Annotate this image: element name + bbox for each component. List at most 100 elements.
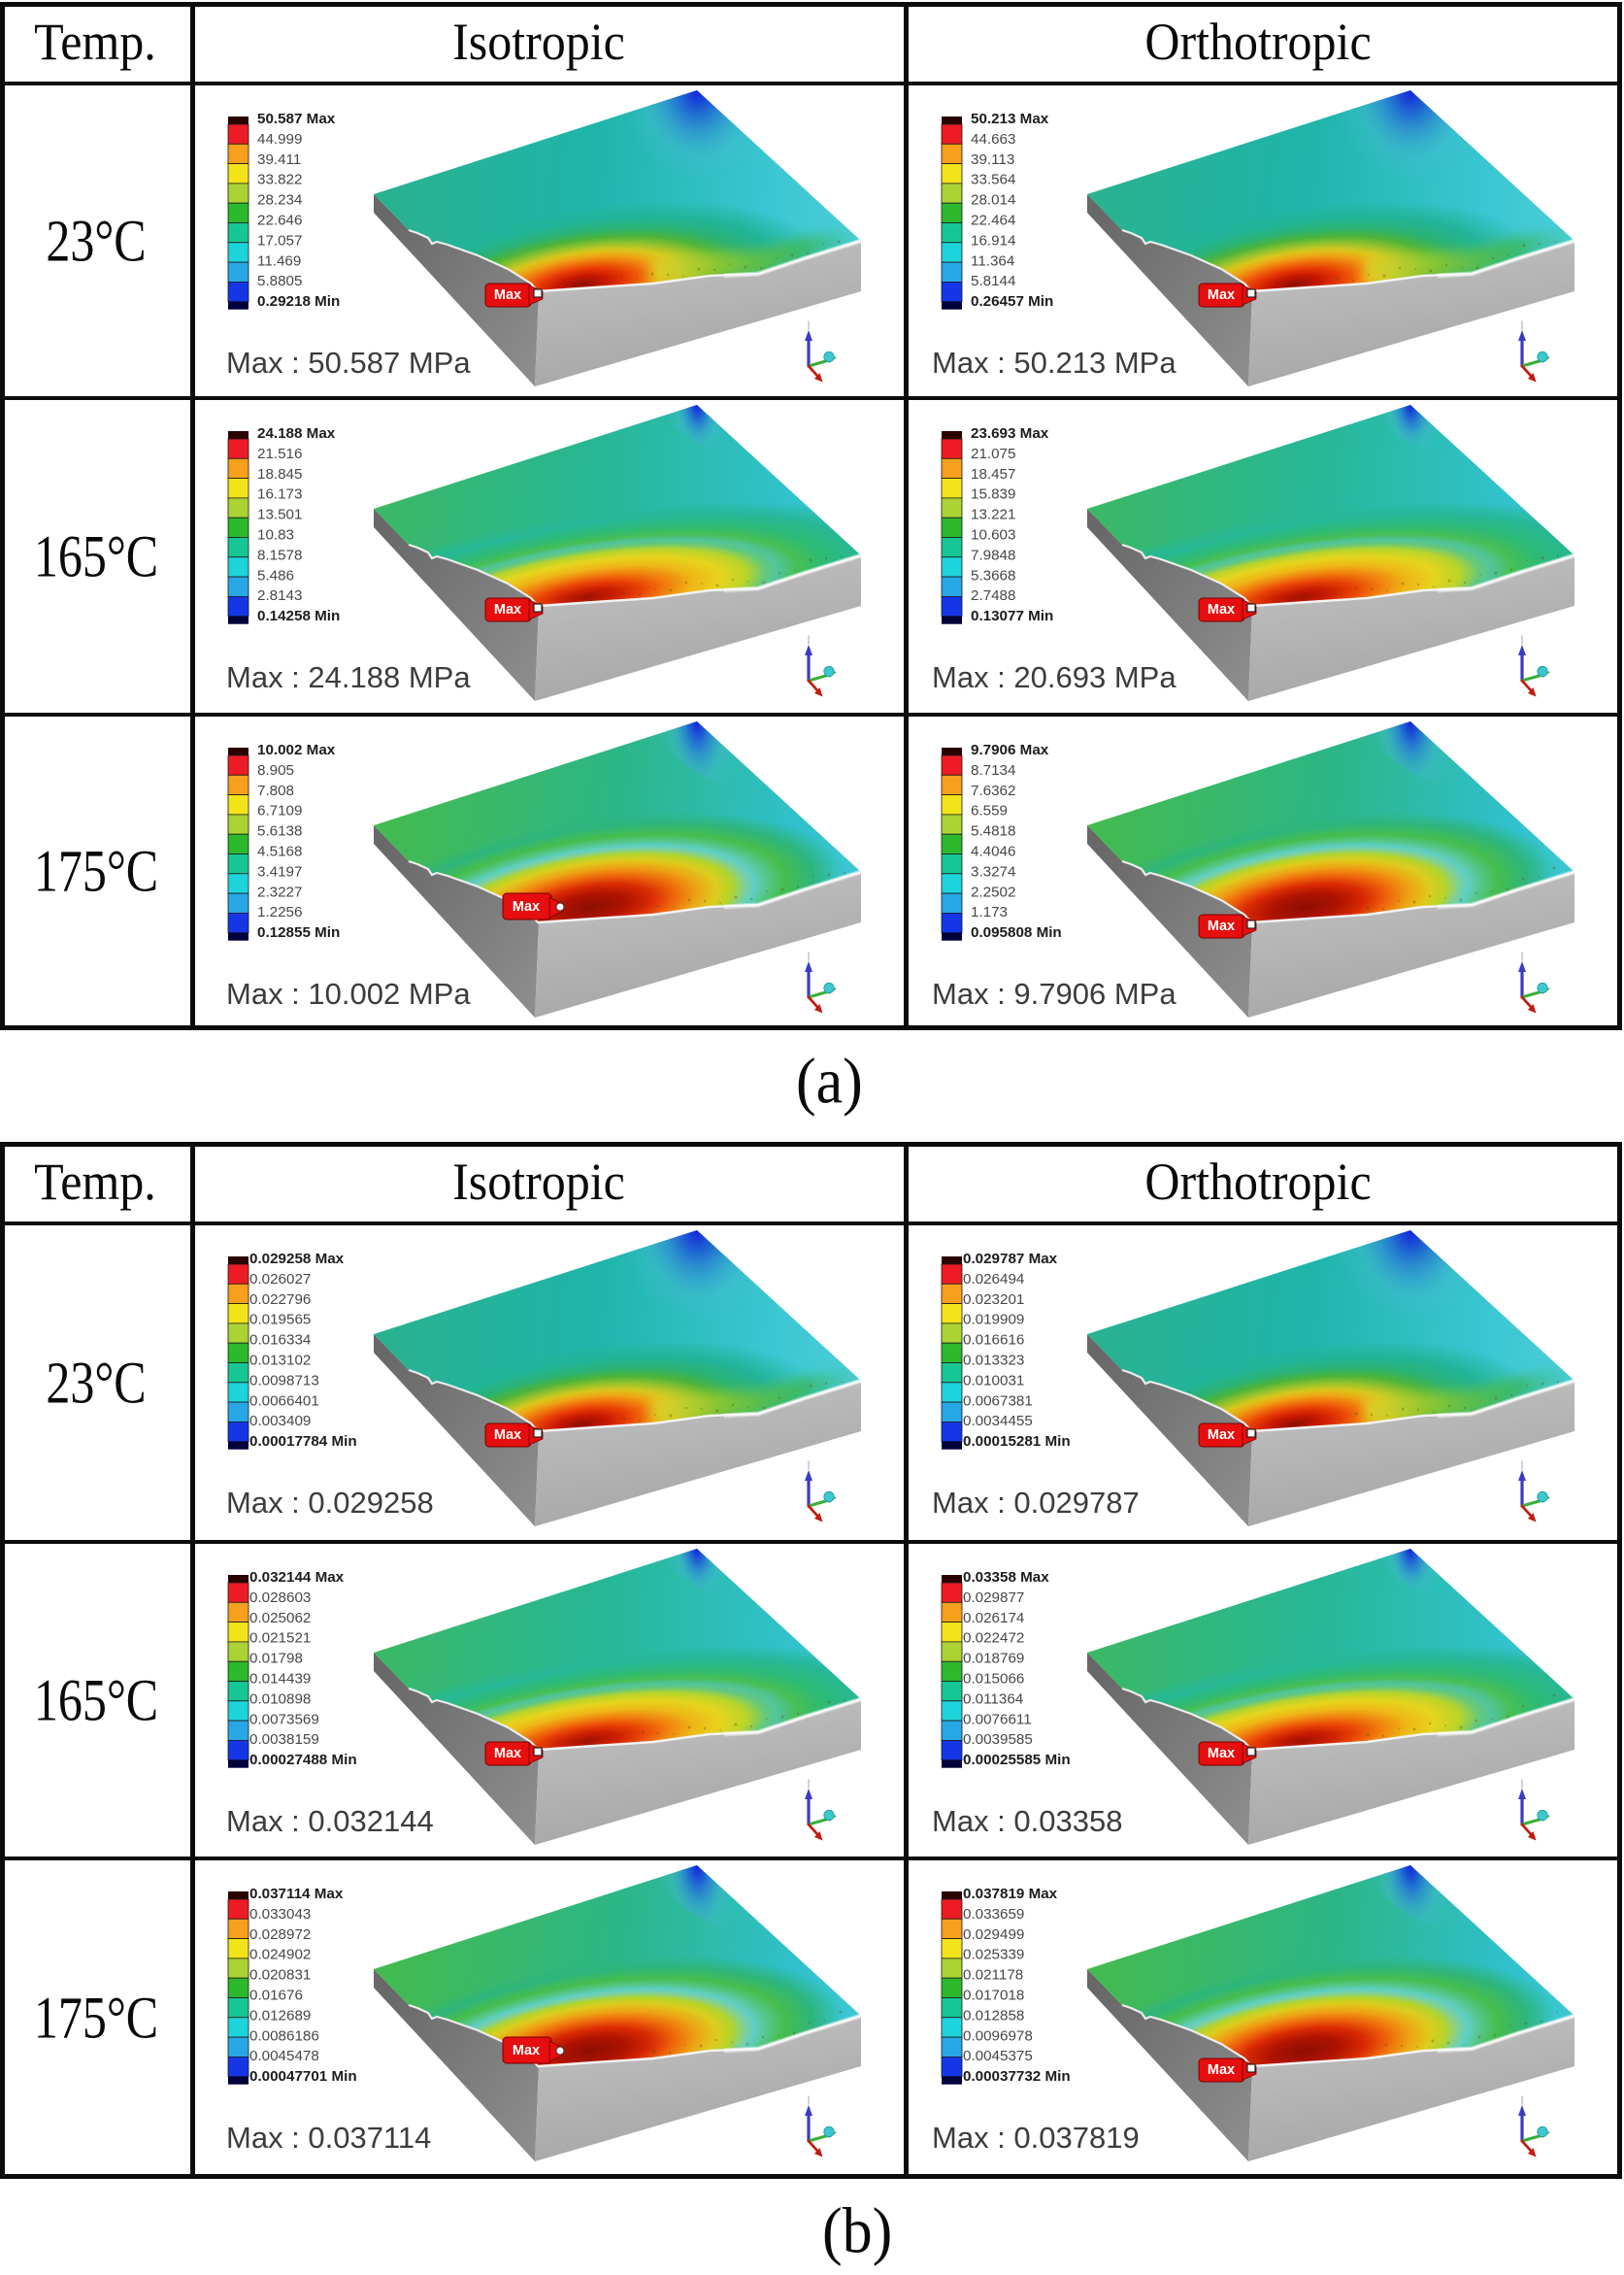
svg-text:2.2502: 2.2502	[971, 884, 1015, 900]
svg-text:8.7134: 8.7134	[971, 762, 1015, 779]
svg-text:0.14258 Min: 0.14258 Min	[257, 608, 340, 624]
svg-text:39.113: 39.113	[971, 151, 1014, 168]
svg-text:17.057: 17.057	[257, 232, 302, 249]
svg-text:Max: Max	[1208, 602, 1235, 618]
svg-text:0.021178: 0.021178	[963, 1967, 1023, 1984]
svg-text:0.0098713: 0.0098713	[249, 1372, 319, 1388]
svg-text:1.2256: 1.2256	[257, 904, 302, 920]
svg-text:Max: Max	[1208, 1427, 1235, 1443]
svg-text:16.914: 16.914	[971, 232, 1015, 249]
svg-text:0.00025585 Min: 0.00025585 Min	[963, 1752, 1071, 1768]
svg-text:7.808: 7.808	[257, 783, 294, 799]
svg-text:0.016334: 0.016334	[249, 1332, 311, 1349]
svg-text:0.021521: 0.021521	[249, 1630, 311, 1647]
svg-text:5.486: 5.486	[257, 567, 294, 584]
svg-text:0.017018: 0.017018	[963, 1988, 1024, 2004]
svg-text:0.0073569: 0.0073569	[249, 1711, 319, 1727]
svg-text:23.693 Max: 23.693 Max	[971, 425, 1049, 442]
svg-text:Max : 9.7906 MPa: Max : 9.7906 MPa	[932, 977, 1177, 1011]
svg-text:0.028972: 0.028972	[249, 1926, 311, 1943]
svg-text:0.13077 Min: 0.13077 Min	[971, 608, 1053, 624]
svg-text:Max: Max	[494, 1427, 521, 1443]
svg-text:9.7906 Max: 9.7906 Max	[971, 742, 1049, 758]
svg-text:2.8143: 2.8143	[257, 587, 302, 604]
svg-text:0.0096978: 0.0096978	[963, 2027, 1033, 2044]
svg-text:1.173: 1.173	[971, 904, 1008, 920]
svg-text:0.014439: 0.014439	[249, 1671, 311, 1688]
svg-text:5.8144: 5.8144	[971, 273, 1015, 289]
svg-text:0.033043: 0.033043	[249, 1906, 311, 1923]
svg-text:0.023201: 0.023201	[963, 1291, 1024, 1308]
svg-text:39.411: 39.411	[257, 151, 301, 168]
svg-text:0.00017784 Min: 0.00017784 Min	[249, 1433, 357, 1450]
svg-text:5.4818: 5.4818	[971, 823, 1015, 840]
svg-text:10.603: 10.603	[971, 527, 1015, 544]
svg-text:11.364: 11.364	[971, 252, 1014, 269]
svg-text:0.0045375: 0.0045375	[963, 2048, 1033, 2064]
svg-text:0.026174: 0.026174	[963, 1610, 1024, 1626]
svg-text:28.234: 28.234	[257, 192, 302, 209]
svg-text:6.7109: 6.7109	[257, 803, 302, 820]
svg-text:Max : 10.002 MPa: Max : 10.002 MPa	[226, 977, 471, 1011]
svg-text:Max : 24.188 MPa: Max : 24.188 MPa	[226, 660, 471, 694]
svg-text:0.033659: 0.033659	[963, 1906, 1024, 1923]
svg-text:0.010898: 0.010898	[249, 1690, 311, 1707]
svg-text:0.095808 Min: 0.095808 Min	[971, 924, 1062, 941]
svg-text:Max : 0.032144: Max : 0.032144	[226, 1804, 434, 1838]
svg-text:Max: Max	[1208, 1746, 1235, 1761]
svg-text:0.028603: 0.028603	[249, 1589, 311, 1606]
svg-text:0.025339: 0.025339	[963, 1947, 1024, 1963]
svg-text:0.012689: 0.012689	[249, 2007, 311, 2024]
svg-text:0.029499: 0.029499	[963, 1926, 1024, 1943]
svg-text:0.020831: 0.020831	[249, 1967, 311, 1984]
svg-text:0.019565: 0.019565	[249, 1312, 311, 1328]
svg-text:6.559: 6.559	[971, 803, 1008, 820]
svg-text:0.0038159: 0.0038159	[249, 1731, 319, 1748]
svg-text:3.4197: 3.4197	[257, 863, 302, 880]
svg-text:0.01798: 0.01798	[249, 1651, 303, 1667]
svg-text:Max: Max	[494, 1746, 521, 1761]
svg-text:Max: Max	[494, 602, 521, 618]
svg-text:0.0086186: 0.0086186	[249, 2027, 319, 2044]
svg-text:0.010031: 0.010031	[963, 1372, 1024, 1388]
svg-text:0.012858: 0.012858	[963, 2007, 1024, 2024]
svg-text:Max: Max	[494, 287, 521, 303]
svg-text:10.002 Max: 10.002 Max	[257, 742, 336, 758]
svg-text:16.173: 16.173	[257, 486, 302, 503]
svg-text:0.026494: 0.026494	[963, 1271, 1024, 1288]
svg-text:Max : 0.029787: Max : 0.029787	[932, 1486, 1140, 1520]
svg-text:0.022472: 0.022472	[963, 1630, 1024, 1647]
svg-text:0.003409: 0.003409	[249, 1413, 311, 1429]
svg-text:2.3227: 2.3227	[257, 884, 302, 900]
svg-text:44.663: 44.663	[971, 131, 1015, 148]
svg-text:18.457: 18.457	[971, 466, 1015, 483]
svg-text:Max : 20.693 MPa: Max : 20.693 MPa	[932, 660, 1177, 694]
svg-text:15.839: 15.839	[971, 486, 1015, 503]
svg-text:0.029258 Max: 0.029258 Max	[249, 1251, 345, 1267]
svg-text:0.026027: 0.026027	[249, 1271, 311, 1288]
svg-text:5.8805: 5.8805	[257, 273, 302, 289]
svg-text:0.01676: 0.01676	[249, 1988, 303, 2004]
svg-text:0.12855 Min: 0.12855 Min	[257, 924, 340, 941]
svg-text:5.6138: 5.6138	[257, 823, 302, 840]
svg-text:Max: Max	[513, 899, 540, 915]
svg-text:0.0039585: 0.0039585	[963, 1731, 1033, 1748]
svg-text:7.9848: 7.9848	[971, 547, 1015, 563]
svg-text:5.3668: 5.3668	[971, 567, 1015, 584]
svg-text:13.501: 13.501	[257, 507, 302, 523]
svg-text:0.013102: 0.013102	[249, 1353, 311, 1369]
svg-text:Max : 50.213 MPa: Max : 50.213 MPa	[932, 346, 1177, 380]
svg-text:0.0067381: 0.0067381	[963, 1392, 1033, 1409]
svg-text:0.022796: 0.022796	[249, 1291, 311, 1308]
svg-text:0.00015281 Min: 0.00015281 Min	[963, 1433, 1071, 1450]
svg-text:Max: Max	[513, 2043, 540, 2058]
svg-text:0.029877: 0.029877	[963, 1589, 1024, 1606]
svg-text:21.516: 21.516	[257, 446, 302, 462]
svg-text:11.469: 11.469	[257, 252, 301, 269]
svg-text:0.00037732 Min: 0.00037732 Min	[963, 2068, 1071, 2085]
svg-text:Max : 0.037114: Max : 0.037114	[226, 2121, 431, 2155]
svg-text:0.037114 Max: 0.037114 Max	[249, 1886, 344, 1902]
svg-text:8.1578: 8.1578	[257, 547, 302, 563]
svg-text:Max : 0.037819: Max : 0.037819	[932, 2121, 1140, 2155]
svg-text:22.464: 22.464	[971, 213, 1015, 229]
